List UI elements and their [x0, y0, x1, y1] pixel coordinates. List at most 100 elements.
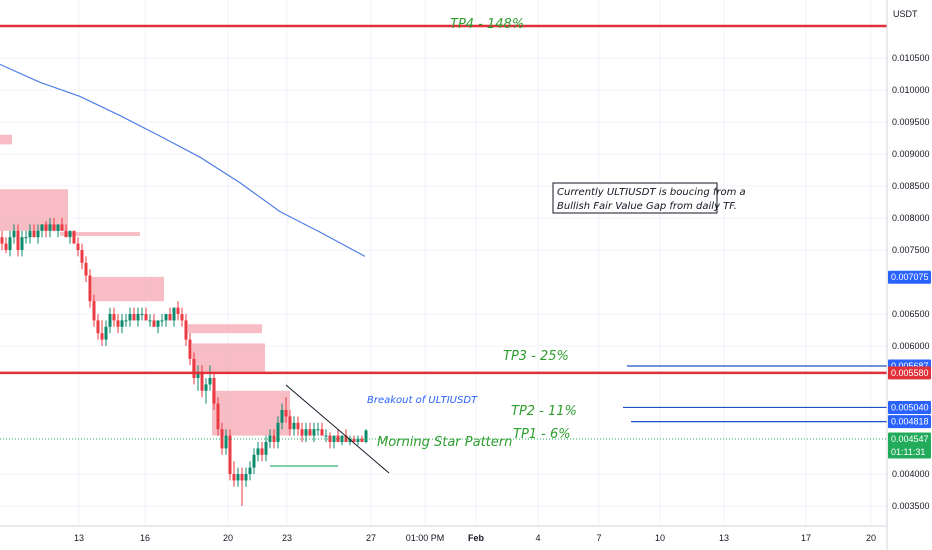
candle [300, 422, 304, 442]
candle [108, 307, 112, 334]
note-line-2: Bullish Fair Value Gap from daily TF. [557, 201, 737, 212]
candle-body [60, 224, 64, 231]
candle-body [252, 454, 256, 468]
candle [188, 333, 192, 366]
candle [224, 429, 228, 455]
candle [44, 221, 48, 238]
candle [236, 467, 240, 487]
candle [80, 243, 84, 270]
price-tick-label: 0.010000 [892, 85, 930, 95]
currency-label[interactable]: USDT [893, 9, 918, 19]
tp2-label: TP2 - 11% [511, 404, 577, 419]
candle-body [84, 262, 88, 276]
candle-body [332, 435, 336, 442]
candle-body [316, 429, 320, 431]
candle-body [136, 314, 140, 321]
candle-body [180, 314, 184, 321]
candle [164, 314, 168, 327]
candle [36, 224, 40, 244]
candle-body [236, 474, 240, 481]
candle-body [40, 224, 44, 231]
candle-body [128, 314, 132, 321]
candle [364, 429, 368, 444]
candle-body [336, 435, 340, 442]
price-badge-value: 0.005687 [891, 361, 929, 371]
candle [332, 435, 336, 449]
time-tick-label: 4 [535, 533, 540, 543]
tp3-label: TP3 - 25% [503, 349, 569, 364]
note-line-1: Currently ULTIUSDT is boucing from a [557, 187, 746, 198]
countdown-timer: 01:11:31 [891, 447, 925, 457]
candle [276, 416, 280, 449]
candle [72, 230, 76, 244]
candle-body [356, 438, 360, 442]
candle [4, 237, 8, 254]
candle [216, 397, 220, 436]
candle-body [164, 314, 168, 321]
candle-body [0, 237, 4, 244]
candle [184, 314, 188, 346]
candle [56, 224, 60, 238]
candle [256, 442, 260, 462]
candle [264, 435, 268, 462]
price-badge: 0.005580 [888, 366, 931, 380]
candle-body [140, 314, 144, 315]
time-tick-label: 20 [223, 533, 233, 543]
candle-body [320, 429, 324, 436]
candle-body [64, 230, 68, 238]
price-axis-ticks: 0.010500 0.010000 0.009500 0.009000 0.008500… [892, 53, 930, 511]
breakout-label: Breakout of ULTIUSDT [367, 395, 478, 406]
candle [336, 429, 340, 442]
candle [360, 435, 364, 442]
candle [168, 307, 172, 321]
candle-body [52, 224, 56, 231]
candle [248, 461, 252, 481]
candle-body [160, 320, 164, 322]
candle [84, 256, 88, 282]
candlestick-series [0, 218, 368, 506]
candle-body [148, 320, 152, 322]
candle-body [116, 320, 120, 327]
candle-body [108, 314, 112, 327]
candle-body [296, 422, 300, 430]
candle-body [260, 448, 264, 455]
candle-body [212, 378, 216, 404]
candle-body [292, 422, 296, 430]
candle [152, 314, 156, 327]
candle-body [80, 250, 84, 263]
price-badge-bg [888, 270, 931, 284]
price-tick-label: 0.008000 [892, 213, 930, 223]
candle [272, 429, 276, 449]
time-tick-label: 10 [655, 533, 665, 543]
candle-body [300, 429, 304, 436]
candle-body [24, 237, 28, 239]
candle-body [216, 403, 220, 430]
candle [156, 320, 160, 334]
candle-body [244, 474, 248, 481]
candle [192, 352, 196, 385]
candle-body [196, 371, 200, 378]
time-tick-label: 20 [866, 533, 876, 543]
candle [52, 218, 56, 231]
candle-body [156, 320, 160, 327]
fvg-zone [60, 232, 140, 236]
candle-body [132, 314, 136, 321]
candle-body [240, 474, 244, 481]
candle [0, 230, 4, 250]
price-tick-label: 0.006000 [892, 341, 930, 351]
candle [100, 320, 104, 346]
price-badge: 0.007075 [888, 270, 931, 284]
candle-body [4, 243, 8, 250]
price-tick-label: 0.007500 [892, 245, 930, 255]
candle-body [264, 442, 268, 455]
candle [144, 307, 148, 321]
candle-body [32, 230, 36, 238]
price-tick-label: 0.009000 [892, 149, 930, 159]
candle-body [248, 467, 252, 474]
candle [172, 307, 176, 327]
candle [308, 422, 312, 436]
candle-body [20, 237, 24, 250]
candle [160, 314, 164, 327]
